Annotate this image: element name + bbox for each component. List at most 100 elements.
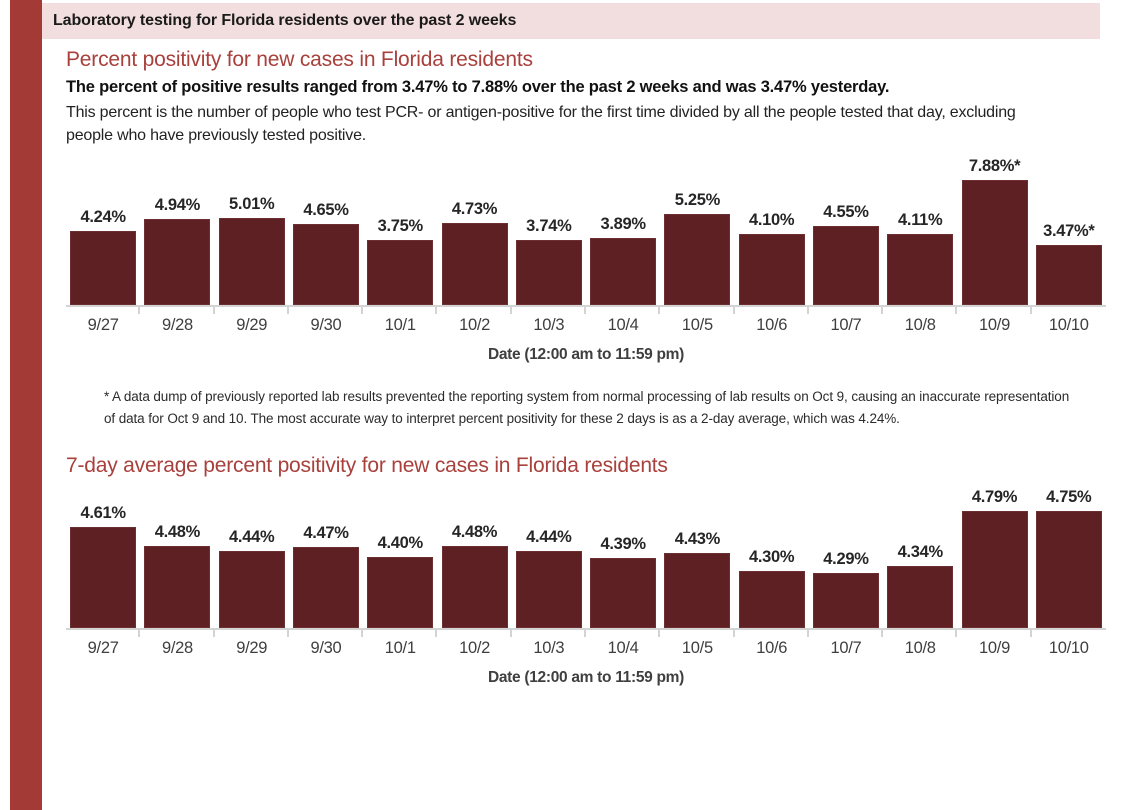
bar — [887, 565, 954, 629]
bar — [590, 237, 657, 306]
bar-value-label: 4.11% — [898, 210, 943, 229]
bar-value-label: 4.43% — [674, 529, 721, 548]
bar-value-label: 3.89% — [600, 214, 646, 233]
x-axis-tick-label: 10/7 — [830, 316, 862, 335]
page-title: Laboratory testing for Florida residents… — [53, 12, 517, 29]
bar-value-label: 4.10% — [749, 210, 795, 229]
section-2-title: 7-day average percent positivity for new… — [66, 454, 668, 478]
bar — [664, 552, 731, 629]
bar-value-label: 4.44% — [229, 528, 275, 547]
chart-column: 4.40% — [363, 488, 438, 638]
bar — [441, 545, 508, 629]
chart-column: 4.34% — [883, 488, 958, 638]
chart-column: 4.43% — [660, 488, 735, 638]
chart-column: 5.25% — [660, 157, 735, 315]
bar-value-label: 3.47%* — [1043, 221, 1095, 240]
x-axis-tick-label: 9/27 — [87, 316, 119, 335]
chart-column: 3.74% — [512, 157, 587, 315]
chart-column: 4.44% — [215, 488, 290, 638]
x-axis-tick-label: 10/7 — [830, 639, 862, 658]
bar-value-label: 7.88%* — [968, 157, 1021, 176]
bar — [515, 551, 582, 629]
chart-column: 4.30% — [735, 488, 810, 638]
chart-column: 4.65% — [289, 157, 364, 315]
chart-column: 4.11% — [883, 157, 958, 315]
bar — [292, 547, 359, 629]
x-axis-tick-label: 9/27 — [87, 639, 119, 658]
bar-value-label: 4.79% — [971, 488, 1018, 507]
chart-x-axis-title: Date (12:00 am to 11:59 pm) — [487, 346, 685, 364]
x-axis-tick-label: 10/5 — [681, 639, 713, 658]
chart-column: 4.44% — [512, 488, 587, 638]
left-accent-rail — [10, 0, 42, 810]
bar-value-label: 4.65% — [303, 201, 349, 220]
chart-column: 3.47%* — [1032, 157, 1106, 306]
bar-value-label: 5.01% — [229, 195, 275, 213]
bar — [812, 226, 879, 306]
bar — [367, 557, 434, 629]
chart-7day-average-positivity: 4.61% 4.48% 4.44% 4.47% 4.40% 4.48% 4.44% 4.39%… — [66, 488, 1106, 687]
section-1-description: This percent is the number of people who… — [66, 104, 1016, 145]
bar — [515, 240, 582, 306]
bar-value-label: 4.30% — [749, 548, 795, 567]
x-axis-tick-label: 9/30 — [310, 316, 342, 335]
bar — [1035, 244, 1102, 306]
chart-column: 4.47% — [289, 488, 364, 638]
chart-column: 4.61% — [66, 488, 141, 638]
bar-value-label: 4.48% — [154, 522, 201, 541]
x-axis-tick-label: 9/29 — [236, 316, 268, 335]
bar — [1035, 511, 1102, 629]
bar-value-label: 4.34% — [897, 542, 944, 561]
x-axis-tick-label: 10/10 — [1048, 639, 1089, 658]
x-axis-tick-label: 10/6 — [756, 639, 788, 658]
chart-plot-area: 4.24% 4.94% 5.01% 4.65% 3.75% 4.73% 3.74% 3.89%… — [66, 157, 1106, 315]
chart-x-axis-labels: 9/27 9/28 9/29 9/30 10/1 10/2 10/3 10/4 10/5 10/6… — [66, 316, 1106, 335]
bar-value-label: 4.73% — [451, 199, 498, 218]
chart-column: 4.55% — [809, 157, 884, 315]
chart-column: 5.01% — [215, 157, 290, 315]
bar-value-label: 4.47% — [303, 524, 349, 543]
bar — [144, 545, 211, 629]
x-axis-tick-label: 10/1 — [384, 639, 416, 658]
bar-value-label: 4.48% — [451, 522, 498, 541]
bar-value-label: 3.74% — [526, 217, 572, 236]
x-axis-tick-label: 10/1 — [384, 316, 416, 335]
bar-value-label: 4.39% — [600, 535, 646, 554]
chart-column: 4.29% — [809, 488, 884, 638]
chart-column: 4.73% — [437, 157, 512, 315]
chart-percent-positivity: 4.24% 4.94% 5.01% 4.65% 3.75% 4.73% 3.74% 3.89%… — [66, 157, 1106, 364]
chart-x-axis-labels: 9/27 9/28 9/29 9/30 10/1 10/2 10/3 10/4 10/5 10/6… — [66, 639, 1106, 658]
x-axis-tick-label: 9/28 — [161, 639, 193, 658]
bar-value-label: 5.25% — [674, 190, 721, 209]
chart-column: 4.79% — [957, 488, 1032, 638]
bar — [961, 180, 1028, 306]
chart-column: 4.94% — [140, 157, 215, 315]
bar — [961, 511, 1028, 629]
x-axis-tick-label: 10/4 — [607, 639, 639, 658]
chart-column: 4.48% — [437, 488, 512, 638]
x-axis-tick-label: 10/10 — [1048, 316, 1089, 335]
chart-plot-area: 4.61% 4.48% 4.44% 4.47% 4.40% 4.48% 4.44% 4.39%… — [66, 488, 1106, 638]
bar — [70, 231, 137, 306]
content-area: Percent positivity for new cases in Flor… — [66, 48, 1106, 687]
chart-column: 4.24% — [66, 157, 141, 315]
section-1-lead: The percent of positive results ranged f… — [66, 78, 890, 96]
bar — [590, 558, 657, 629]
x-axis-tick-label: 9/29 — [236, 639, 268, 658]
bar — [887, 233, 954, 306]
bar — [218, 551, 285, 629]
x-axis-tick-label: 10/3 — [533, 639, 565, 658]
bar — [144, 219, 211, 306]
bar — [738, 233, 805, 306]
x-axis-tick-label: 10/6 — [756, 316, 788, 335]
x-axis-tick-label: 10/9 — [979, 316, 1010, 335]
x-axis-tick-label: 10/9 — [979, 639, 1010, 658]
bar-value-label: 3.75% — [377, 216, 424, 235]
chart-column: 4.48% — [140, 488, 215, 638]
x-axis-tick-label: 9/30 — [310, 639, 342, 658]
bar-value-label: 4.44% — [526, 528, 572, 547]
bar — [218, 218, 285, 306]
bar-value-label: 4.40% — [377, 534, 424, 553]
header-band: Laboratory testing for Florida residents… — [42, 3, 1100, 39]
